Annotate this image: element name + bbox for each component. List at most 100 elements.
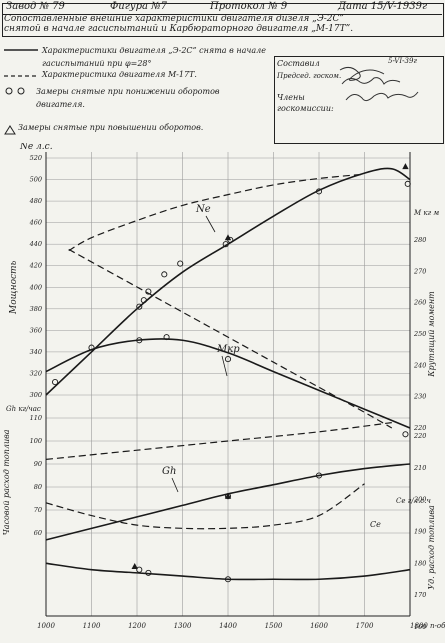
- composed-label: Составил: [277, 59, 320, 68]
- series-Ne-solid: [45, 167, 411, 396]
- y-axis-title-specfuel: Ce г/л.с.ч: [396, 497, 431, 505]
- header-row-divider: [2, 3, 442, 15]
- y-tick-label-power: 380: [30, 305, 42, 313]
- marker-circle: [315, 188, 323, 195]
- series-Mкр-solid: [45, 338, 411, 429]
- marker-circle: [177, 260, 184, 267]
- y-tick-label-power: 480: [29, 197, 42, 205]
- y-tick-label-power: 360: [30, 326, 42, 334]
- marker-circle: [145, 288, 152, 295]
- y-axis-title-power: Ne л.с.: [19, 143, 53, 152]
- legend-solid-line: [4, 49, 38, 51]
- legend-dashed-line: [4, 75, 38, 77]
- y-tick-label-specfuel: 160: [414, 623, 426, 631]
- protocol-label: Протокол № 9: [210, 1, 288, 12]
- title-line-2: снятой в начале гасиспытаний и Карбюрато…: [4, 24, 354, 34]
- marker-circle: [136, 337, 143, 344]
- x-tick-label: 1000: [37, 622, 55, 630]
- date-label: Дата 15/V-1939г: [338, 1, 427, 12]
- marker-triangle: [224, 492, 232, 499]
- legend-triangle-marker: [4, 125, 16, 135]
- curve-label-mkr: Mкр: [216, 344, 240, 355]
- x-tick-label: 1200: [128, 622, 146, 630]
- y-tick-label-torque: 280: [413, 236, 426, 244]
- header-table: [2, 3, 444, 37]
- marker-circle: [52, 379, 59, 386]
- y-tick-label-fuel: 80: [34, 483, 42, 491]
- marker-circle: [315, 472, 323, 479]
- legend-text-solid: Характеристики двигателя „Э-2С” снята в …: [42, 46, 266, 68]
- sign-date: 5-VI-39г: [388, 57, 417, 65]
- legend-text-triangle: Замеры снятые при повышении оборотов.: [18, 123, 204, 132]
- y-tick-label-specfuel: 220: [413, 432, 426, 440]
- marker-circle: [88, 344, 95, 351]
- y-tick-label-fuel: 100: [30, 437, 42, 445]
- marker-circle: [224, 576, 232, 583]
- marker-circle: [136, 303, 143, 310]
- curve-label-ne-leader: [205, 215, 216, 233]
- y-tick-label-torque: 250: [413, 330, 426, 338]
- signatures: [339, 66, 419, 102]
- curve-label-gh-leader: [171, 477, 179, 493]
- series-Ce-dashed: [45, 483, 365, 530]
- y-tick-label-fuel: 70: [34, 506, 42, 514]
- curve-label-mkr-leader: [221, 355, 228, 377]
- y-tick-label-torque: 240: [413, 361, 426, 369]
- x-tick-label: 1800 п-об/м: [410, 622, 445, 630]
- marker-circle: [163, 334, 170, 341]
- signature-block: [274, 56, 444, 144]
- legend-text-dashed: Характеристика двигателя М-17Т.: [42, 70, 197, 79]
- y-tick-label-torque: 220: [413, 424, 426, 432]
- y-tick-label-power: 440: [29, 240, 42, 248]
- y-axis-title-fuel: Gh кг/час: [6, 405, 41, 413]
- series-Mкр-dashed: [68, 248, 393, 429]
- curve-label-ce: Ce: [370, 520, 381, 529]
- marker-circle: [222, 241, 229, 248]
- marker-triangle: [402, 163, 409, 170]
- y-axis-name-power: Мощность: [9, 260, 19, 315]
- legend-circle-marker: [5, 87, 25, 95]
- y-axis-name-torque: Крутящий момент: [427, 291, 436, 378]
- y-tick-label-specfuel: 190: [414, 528, 426, 536]
- y-tick-label-fuel: 110: [30, 414, 42, 422]
- y-tick-label-power: 340: [30, 348, 42, 356]
- y-axis-title-torque: М кг м: [413, 209, 439, 217]
- y-tick-label-power: 400: [29, 283, 42, 291]
- marker-triangle: [131, 563, 138, 570]
- chairman-label: Председ. госком.: [277, 72, 342, 80]
- marker-circle: [402, 431, 409, 438]
- x-tick-label: 1400: [219, 622, 237, 630]
- y-tick-label-power: 320: [30, 369, 42, 377]
- y-tick-label-fuel: 60: [34, 529, 42, 537]
- x-tick-label: 1100: [83, 622, 101, 630]
- y-tick-label-fuel: 90: [34, 460, 42, 468]
- y-tick-label-torque: 230: [413, 393, 426, 401]
- marker-circle: [404, 180, 411, 187]
- marker-circle: [224, 356, 232, 363]
- marker-circle: [145, 569, 152, 576]
- series-Gh-dashed: [45, 422, 392, 460]
- y-tick-label-torque: 270: [413, 267, 426, 275]
- y-tick-label-specfuel: 170: [414, 591, 426, 599]
- curve-label-gh: Gh: [162, 466, 176, 477]
- x-tick-label: 1300: [174, 622, 192, 630]
- series-Ce-solid: [45, 562, 411, 581]
- y-tick-label-torque: 260: [413, 299, 426, 307]
- x-tick-label: 1500: [265, 622, 283, 630]
- y-tick-label-power: 500: [30, 176, 42, 184]
- marker-circle: [140, 297, 147, 304]
- curve-label-ne: Ne: [195, 204, 211, 215]
- title-line-1: Сопоставленные внешние характеристики дв…: [4, 14, 344, 24]
- y-tick-label-power: 520: [30, 154, 42, 162]
- series-Ne-dashed: [68, 173, 365, 252]
- y-axis-name-specfuel: Уд. расход топлива: [427, 505, 436, 590]
- y-tick-label-power: 420: [29, 262, 42, 270]
- y-tick-label-specfuel: 200: [413, 496, 426, 504]
- marker-circle: [161, 271, 168, 278]
- y-axis-name-fuel: Часовой расход топлива: [2, 429, 11, 535]
- y-tick-label-power: 460: [29, 219, 42, 227]
- figure-label: Фигура №7: [110, 1, 167, 12]
- y-tick-label-specfuel: 180: [414, 559, 426, 567]
- factory-label: Завод № 79: [6, 1, 65, 12]
